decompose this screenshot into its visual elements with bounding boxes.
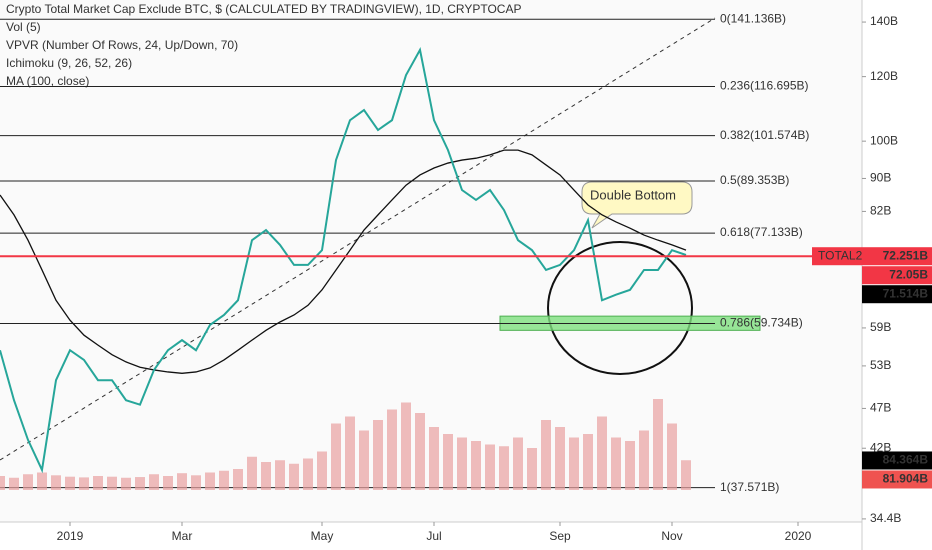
volume-bar bbox=[289, 463, 299, 490]
fib-label: 0.618(77.133B) bbox=[720, 225, 803, 239]
y-tick-label: 90B bbox=[870, 171, 891, 185]
y-tick-label: 59B bbox=[870, 320, 891, 334]
annotation-text: Double Bottom bbox=[590, 187, 676, 202]
volume-bar bbox=[331, 423, 341, 490]
y-tick-label: 53B bbox=[870, 358, 891, 372]
volume-bar bbox=[513, 437, 523, 490]
y-tick-label: 42B bbox=[870, 440, 891, 454]
volume-bar bbox=[191, 475, 201, 490]
volume-bar bbox=[0, 476, 5, 490]
volume-bar bbox=[177, 473, 187, 490]
legend-entry: VPVR (Number Of Rows, 24, Up/Down, 70) bbox=[6, 38, 238, 52]
x-tick-label: May bbox=[311, 529, 334, 543]
volume-bar bbox=[681, 460, 691, 490]
volume-bar bbox=[303, 458, 313, 490]
volume-bar bbox=[261, 462, 271, 490]
volume-bar bbox=[205, 472, 215, 490]
x-tick-label: Jul bbox=[426, 529, 441, 543]
volume-bar bbox=[555, 427, 565, 490]
fib-label: 0.382(101.574B) bbox=[720, 128, 809, 142]
volume-bar bbox=[233, 469, 243, 490]
volume-bar bbox=[401, 402, 411, 490]
volume-bar bbox=[611, 437, 621, 490]
volume-bar bbox=[359, 430, 369, 490]
y-tick-label: 47B bbox=[870, 401, 891, 415]
volume-bar bbox=[667, 423, 677, 490]
y-tick-label: 82B bbox=[870, 204, 891, 218]
price-tag bbox=[812, 247, 932, 266]
volume-bar bbox=[79, 477, 89, 490]
legend-entry: MA (100, close) bbox=[6, 74, 89, 88]
volume-bar bbox=[569, 437, 579, 490]
volume-bar bbox=[149, 474, 159, 490]
price-tag-label: 72.251B bbox=[883, 248, 929, 262]
fib-label: 0.786(59.734B) bbox=[720, 316, 803, 330]
price-tag-label: 81.904B bbox=[883, 472, 929, 486]
volume-bar bbox=[415, 413, 425, 490]
volume-bar bbox=[639, 430, 649, 490]
price-tag-label: 84.364B bbox=[883, 453, 929, 467]
x-tick-label: Nov bbox=[661, 529, 682, 543]
y-tick-label: 100B bbox=[870, 133, 898, 147]
price-line bbox=[0, 47, 687, 474]
volume-bar bbox=[485, 444, 495, 490]
x-tick-label: 2020 bbox=[785, 529, 812, 543]
volume-bar bbox=[93, 476, 103, 490]
volume-bar bbox=[541, 420, 551, 490]
volume-bar bbox=[51, 475, 61, 490]
volume-bar bbox=[471, 441, 481, 490]
y-tick-label: 120B bbox=[870, 69, 898, 83]
price-tag-label: 72.05B bbox=[889, 267, 928, 281]
volume-bar bbox=[597, 416, 607, 490]
volume-bar bbox=[219, 470, 229, 490]
volume-bar bbox=[429, 427, 439, 490]
volume-bar bbox=[373, 420, 383, 490]
volume-bar bbox=[275, 460, 285, 490]
price-tag bbox=[862, 470, 932, 489]
x-tick-label: 2019 bbox=[57, 529, 84, 543]
legend-entry: Ichimoku (9, 26, 52, 26) bbox=[6, 56, 132, 70]
volume-bar bbox=[499, 446, 509, 490]
volume-bar bbox=[135, 477, 145, 490]
fib-label: 0.5(89.353B) bbox=[720, 173, 789, 187]
legend: Crypto Total Market Cap Exclude BTC, $ (… bbox=[6, 2, 521, 88]
y-tick-label: 34.4B bbox=[870, 511, 901, 525]
volume-bar bbox=[107, 476, 117, 490]
legend-entry: Crypto Total Market Cap Exclude BTC, $ (… bbox=[6, 2, 521, 16]
price-tag bbox=[862, 451, 932, 470]
volume-bar bbox=[317, 451, 327, 490]
volume-bar bbox=[457, 437, 467, 490]
volume-bar bbox=[247, 456, 257, 490]
volume-bar bbox=[163, 476, 173, 490]
volume-bar bbox=[37, 472, 47, 490]
volume-bar bbox=[443, 434, 453, 490]
price-tag bbox=[862, 266, 932, 285]
legend-entry: Vol (5) bbox=[6, 20, 41, 34]
moving-average bbox=[0, 149, 687, 374]
price-tag-label: 71.514B bbox=[883, 286, 929, 300]
fib-label: 1(37.571B) bbox=[720, 480, 779, 494]
price-tag-name: TOTAL2 bbox=[818, 248, 863, 262]
y-tick-label: 140B bbox=[870, 14, 898, 28]
fib-label: 0.236(116.695B) bbox=[720, 79, 809, 93]
volume-bar bbox=[23, 474, 33, 490]
bubble-shape bbox=[581, 181, 693, 229]
price-tag bbox=[862, 285, 932, 304]
volume-bar bbox=[9, 477, 19, 490]
volume-bar bbox=[387, 409, 397, 490]
volume-bar bbox=[65, 476, 75, 490]
volume-bar bbox=[653, 399, 663, 490]
volume-bar bbox=[583, 434, 593, 490]
volume-bar bbox=[625, 441, 635, 490]
volume-bar bbox=[527, 448, 537, 490]
annotation-ellipse bbox=[547, 241, 693, 375]
annotation-bubble: Double Bottom bbox=[581, 181, 693, 229]
volume-bar bbox=[345, 416, 355, 490]
x-tick-label: Mar bbox=[172, 529, 193, 543]
x-tick-label: Sep bbox=[549, 529, 571, 543]
fib-label: 0(141.136B) bbox=[720, 11, 786, 25]
volume-bar bbox=[121, 477, 131, 490]
